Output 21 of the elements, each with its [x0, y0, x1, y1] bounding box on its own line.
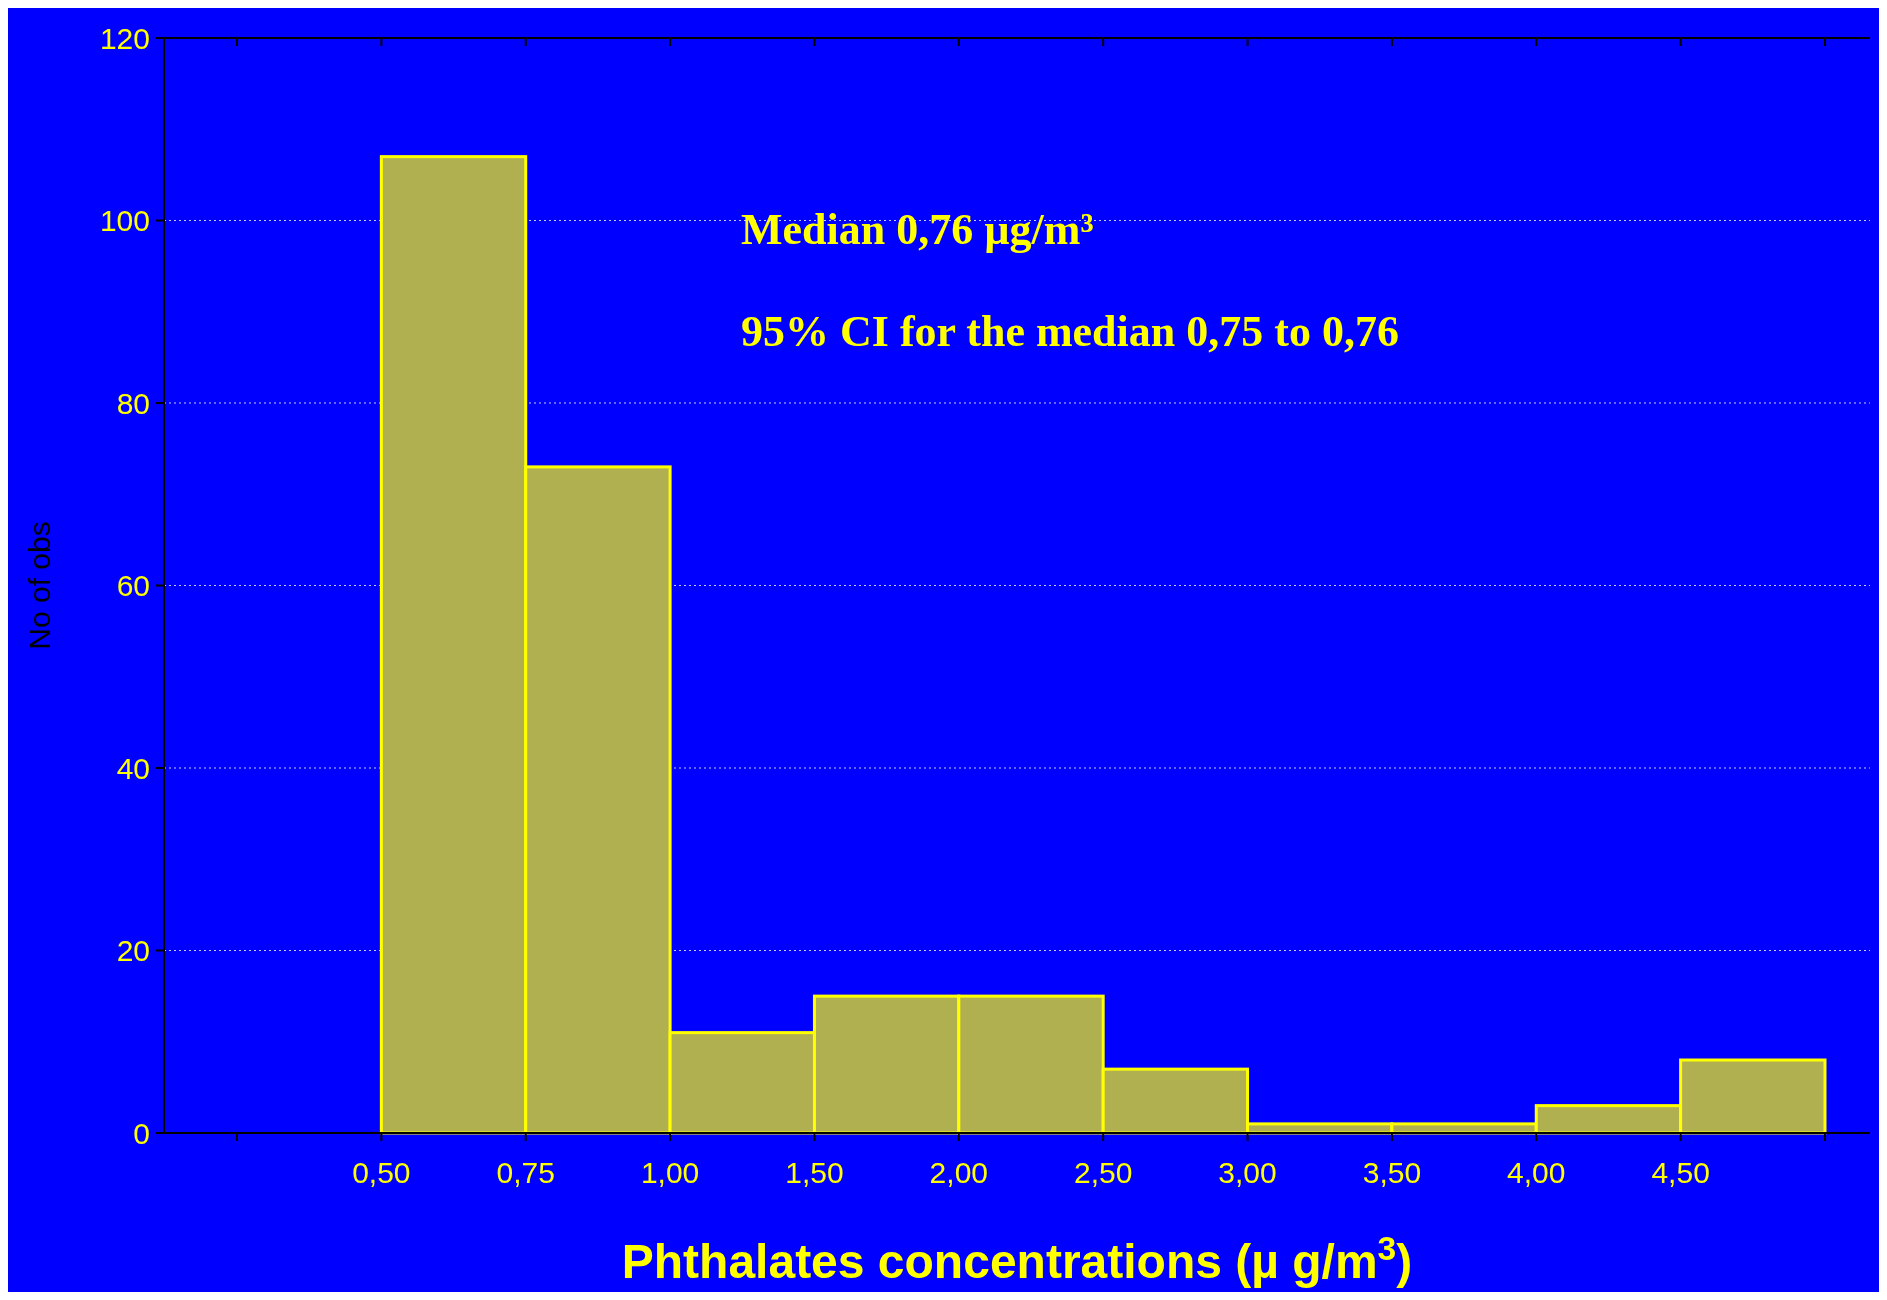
- x-tick-label: 4,50: [1651, 1156, 1710, 1189]
- x-tick-label: 1,00: [640, 1156, 700, 1189]
- y-axis-title: No of obs: [23, 521, 56, 650]
- x-tick-label: 2,50: [1073, 1156, 1133, 1189]
- y-tick-label: 40: [116, 751, 150, 785]
- y-tick-label: 120: [99, 21, 150, 55]
- y-tick-label: 80: [116, 386, 150, 420]
- x-tick-label: 0,50: [352, 1156, 411, 1189]
- x-tick-label: 4,00: [1507, 1156, 1566, 1189]
- x-tick-label: 0,75: [496, 1156, 555, 1189]
- annotation: 95% CI for the median 0,75 to 0,76: [741, 307, 1399, 356]
- x-tick-label: 2,00: [929, 1156, 989, 1189]
- y-tick-label: 60: [116, 569, 150, 602]
- annotation: Median 0,76 µg/m³: [741, 205, 1094, 254]
- x-axis-title: Phthalates concentrations (µ g/m$^{3}$): [621, 1229, 1413, 1288]
- y-tick-label: 0: [133, 1116, 150, 1150]
- x-tick-label: 3,00: [1218, 1156, 1277, 1189]
- x-tick-label: 1,50: [785, 1156, 844, 1189]
- y-tick-label: 100: [99, 204, 150, 237]
- x-tick-label: 3,50: [1362, 1156, 1422, 1189]
- y-tick-label: 20: [116, 934, 150, 967]
